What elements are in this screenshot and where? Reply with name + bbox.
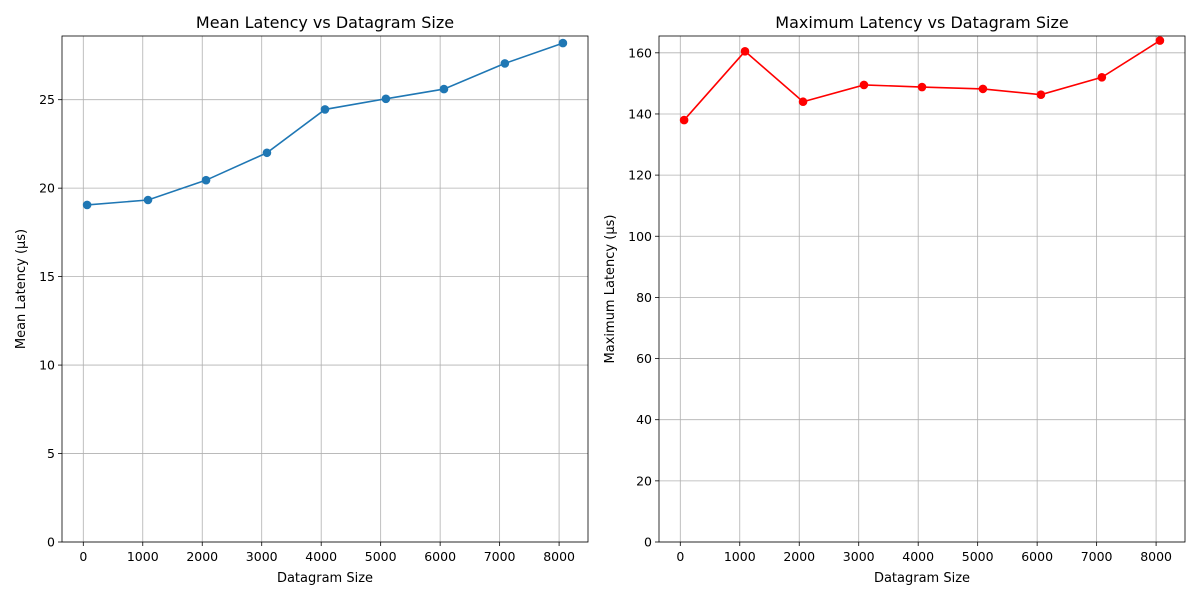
y-tick-label: 10 bbox=[39, 358, 55, 373]
x-tick-label: 5000 bbox=[962, 549, 994, 564]
y-tick-label: 15 bbox=[39, 269, 55, 284]
x-tick-label: 0 bbox=[79, 549, 87, 564]
x-tick-label: 1000 bbox=[127, 549, 159, 564]
x-tick-label: 8000 bbox=[1140, 549, 1172, 564]
x-tick-label: 6000 bbox=[1021, 549, 1053, 564]
x-tick-label: 4000 bbox=[305, 549, 337, 564]
data-point bbox=[500, 59, 510, 68]
data-point bbox=[143, 195, 153, 205]
y-tick-label: 140 bbox=[628, 106, 652, 121]
x-tick-label: 7000 bbox=[484, 549, 516, 564]
y-tick-label: 25 bbox=[39, 92, 55, 107]
data-point bbox=[1155, 36, 1165, 45]
x-tick-label: 1000 bbox=[724, 549, 756, 564]
data-point bbox=[82, 200, 92, 210]
x-tick-label: 2000 bbox=[783, 549, 815, 564]
series-line bbox=[87, 42, 564, 206]
x-tick-label: 3000 bbox=[843, 549, 875, 564]
chart-title: Mean Latency vs Datagram Size bbox=[196, 13, 454, 32]
y-tick-label: 100 bbox=[628, 229, 652, 244]
data-point bbox=[320, 105, 330, 114]
x-tick-label: 6000 bbox=[424, 549, 456, 564]
data-point bbox=[262, 148, 272, 158]
data-point bbox=[201, 175, 211, 185]
y-tick-label: 20 bbox=[636, 473, 652, 488]
chart-panel-1: 0 1000 2000 3000 4000 5000 6000 7000 8000 0 5 10 15 2… bbox=[14, 13, 589, 586]
data-point bbox=[558, 38, 568, 48]
x-tick-label: 2000 bbox=[186, 549, 218, 564]
x-tick-label: 4000 bbox=[902, 549, 934, 564]
x-tick-label: 7000 bbox=[1081, 549, 1113, 564]
x-tick-label: 8000 bbox=[543, 549, 575, 564]
x-tick-label: 3000 bbox=[246, 549, 278, 564]
y-tick-label: 60 bbox=[636, 351, 652, 366]
y-tick-label: 5 bbox=[47, 446, 55, 461]
data-point bbox=[439, 84, 449, 94]
data-point bbox=[978, 84, 988, 94]
data-point bbox=[798, 97, 808, 107]
data-point bbox=[679, 115, 689, 125]
y-tick-label: 0 bbox=[644, 535, 652, 550]
axes-frame bbox=[61, 35, 589, 543]
y-tick-label: 40 bbox=[636, 412, 652, 427]
x-axis-label: Datagram Size bbox=[277, 571, 373, 586]
y-axis-label: Mean Latency (µs) bbox=[14, 229, 29, 349]
data-point bbox=[381, 94, 391, 104]
y-tick-label: 80 bbox=[636, 290, 652, 305]
x-tick-label: 0 bbox=[676, 549, 684, 564]
data-point bbox=[917, 82, 927, 92]
x-tick-label: 5000 bbox=[365, 549, 397, 564]
data-point bbox=[740, 46, 750, 56]
y-tick-label: 20 bbox=[39, 181, 55, 196]
y-axis-label: Maximum Latency (µs) bbox=[603, 215, 618, 364]
x-axis-label: Datagram Size bbox=[874, 571, 970, 586]
chart-title: Maximum Latency vs Datagram Size bbox=[775, 13, 1068, 32]
data-point bbox=[1036, 90, 1046, 100]
chart-panel-2: 0 1000 2000 3000 4000 5000 6000 7000 8000 0 20 40 60… bbox=[603, 13, 1186, 586]
y-tick-label: 160 bbox=[628, 45, 652, 60]
data-point bbox=[859, 80, 869, 90]
y-tick-label: 120 bbox=[628, 168, 652, 183]
y-tick-label: 0 bbox=[47, 535, 55, 550]
axes-frame bbox=[658, 35, 1186, 543]
data-point bbox=[1097, 72, 1107, 82]
